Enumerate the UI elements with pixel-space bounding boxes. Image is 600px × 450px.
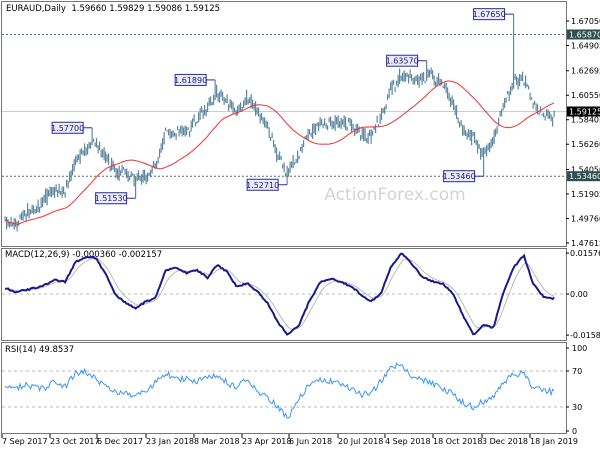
rsi-tick-label: 70	[572, 367, 582, 376]
date-tick-label: 23 Jan 2018	[146, 437, 194, 446]
price-tick-label: 1.47615	[571, 239, 600, 248]
level-price-tag-label: 1.53460	[569, 172, 600, 181]
date-tick-label: 4 Sep 2018	[385, 437, 431, 446]
moving-average-line	[5, 80, 555, 225]
date-tick-label: 20 Jul 2018	[338, 437, 383, 446]
price-tick-label: 1.49760	[571, 214, 600, 223]
chart-header: EURAUD,Daily 1.59660 1.59829 1.59086 1.5…	[6, 4, 220, 14]
annotation-label: 1.67650	[473, 10, 506, 19]
annotation-label: 1.61890	[174, 76, 207, 85]
date-tick-label: 6 Jun 2018	[289, 437, 332, 446]
price-tick-label: 1.64905	[571, 41, 600, 50]
price-tick-label: 1.58405	[571, 116, 600, 125]
level-price-tag-label: 1.65870	[569, 30, 600, 39]
level-price-tag	[567, 171, 600, 182]
annotation-label: 1.53460	[443, 172, 476, 181]
annotation-label: 1.57700	[51, 124, 84, 133]
level-price-tag	[567, 29, 600, 40]
rsi-line	[4, 362, 555, 419]
price-tick-label: 1.54050	[571, 165, 600, 174]
rsi-value: 49.8537	[38, 345, 75, 355]
date-tick-label: 8 Mar 2018	[194, 437, 240, 446]
date-tick-label: 6 Dec 2017	[97, 437, 143, 446]
date-tick-label: 18 Jan 2019	[530, 437, 578, 446]
main-panel-frame	[1, 1, 567, 247]
annotation-box	[51, 121, 84, 134]
macd-header: MACD(12,26,9) -0.000360 -0.002157	[5, 250, 162, 260]
price-tick-label: 1.67050	[571, 17, 600, 26]
macd-tick-label: 0.00	[570, 290, 588, 299]
ohlc-values: 1.59660 1.59829 1.59086 1.59125	[71, 4, 221, 14]
annotation-label: 1.63570	[386, 57, 419, 66]
date-tick-label: 7 Sep 2017	[2, 437, 48, 446]
date-tick-label: 23 Apr 2018	[242, 437, 291, 446]
price-tick-label: 1.62695	[571, 67, 600, 76]
price-tick-label: 1.56260	[571, 140, 600, 149]
annotation-box	[386, 54, 419, 67]
price-tick-label: 1.60550	[571, 91, 600, 100]
macd-tick-label: -0.015834	[570, 331, 600, 340]
annotation-box	[95, 192, 128, 205]
symbol-label: EURAUD,Daily	[6, 4, 66, 14]
price-tick-label: 1.51905	[571, 190, 600, 199]
rsi-header: RSI(14) 49.8537	[5, 345, 74, 355]
current-price-tag-label: 1.59125	[569, 108, 600, 117]
annotation-label: 1.52710	[246, 181, 279, 190]
rsi-tick-label: 100	[572, 344, 587, 353]
date-tick-label: 3 Dec 2018	[482, 437, 528, 446]
macd-line	[5, 252, 555, 336]
macd-values: -0.000360 -0.002157	[72, 250, 163, 260]
macd-label: MACD(12,26,9)	[5, 250, 70, 260]
date-tick-label: 18 Oct 2018	[433, 437, 482, 446]
current-price-tag	[567, 106, 600, 117]
annotation-box	[246, 178, 279, 191]
annotation-box	[473, 8, 506, 21]
date-tick-label: 23 Oct 2017	[50, 437, 99, 446]
annotation-box	[443, 170, 476, 183]
rsi-panel-frame	[1, 342, 567, 434]
annotation-label: 1.51530	[95, 194, 128, 203]
annotation-box	[174, 73, 207, 86]
rsi-tick-label: 0	[572, 427, 577, 436]
macd-tick-label: 0.015762	[570, 249, 600, 258]
watermark-logo: ActionForex.com	[324, 185, 465, 205]
rsi-label: RSI(14)	[5, 345, 37, 355]
rsi-tick-label: 30	[572, 403, 582, 412]
